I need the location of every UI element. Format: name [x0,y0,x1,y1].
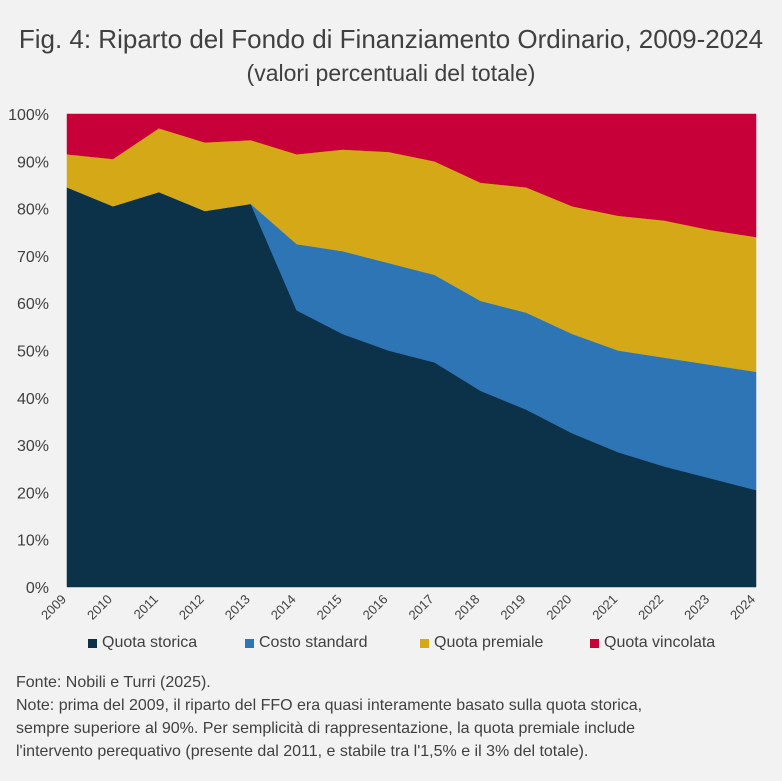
x-tick-label: 2012 [176,592,207,623]
legend-swatch [245,638,254,648]
note-line-3: l'intervento perequativo (presente dal 2… [16,743,589,760]
legend-item: Costo standard [245,634,368,652]
y-tick-label: 90% [17,154,49,171]
y-tick-label: 10% [17,533,49,550]
legend-swatch [590,638,599,648]
x-tick-label: 2023 [681,592,712,623]
y-tick-label: 20% [17,485,49,502]
legend-swatch [88,638,97,648]
x-tick-label: 2017 [406,592,437,623]
notes-block: Fonte: Nobili e Turri (2025). Note: prim… [16,671,776,763]
x-tick-label: 2014 [268,592,299,623]
x-tick-label: 2010 [84,592,115,623]
chart-subtitle: (valori percentuali del totale) [246,60,536,86]
note-line-1: Note: prima del 2009, il riparto del FFO… [16,697,643,714]
legend-label: Quota storica [102,634,198,651]
area-quota-vincolata [66,113,757,238]
x-tick-label: 2022 [635,592,666,623]
legend-item: Quota premiale [420,634,543,652]
x-tick-label: 2016 [360,592,391,623]
x-tick-label: 2020 [543,592,574,623]
legend-label: Costo standard [259,634,368,651]
legend-item: Quota storica [88,634,197,652]
legend-swatch [420,638,429,648]
x-tick-label: 2018 [451,592,482,623]
y-tick-label: 60% [17,296,49,313]
legend-label: Quota vincolata [604,634,716,651]
x-tick-label: 2013 [222,592,253,623]
chart-title: Fig. 4: Riparto del Fondo di Finanziamen… [18,24,764,54]
stacked-area-chart: 0%10%20%30%40%50%60%70%80%90%100%2009 201… [8,107,758,623]
y-tick-label: 30% [17,438,49,455]
y-tick-label: 50% [17,344,49,361]
x-tick-label: 2021 [589,592,620,623]
y-tick-label: 80% [17,202,49,219]
x-tick-label: 2015 [314,592,345,623]
y-tick-label: 70% [17,249,49,266]
note-line-2: sempre superiore al 90%. Per semplicità … [16,720,635,737]
source-note: Fonte: Nobili e Turri (2025). [16,674,211,691]
x-tick-label: 2019 [497,592,528,623]
y-tick-label: 100% [8,107,49,124]
legend-item: Quota vincolata [590,634,715,652]
x-tick-label: 2024 [727,592,758,623]
legend-label: Quota premiale [434,634,544,651]
y-tick-label: 40% [17,391,49,408]
y-tick-label: 0% [26,580,49,597]
x-tick-label: 2011 [131,592,161,622]
